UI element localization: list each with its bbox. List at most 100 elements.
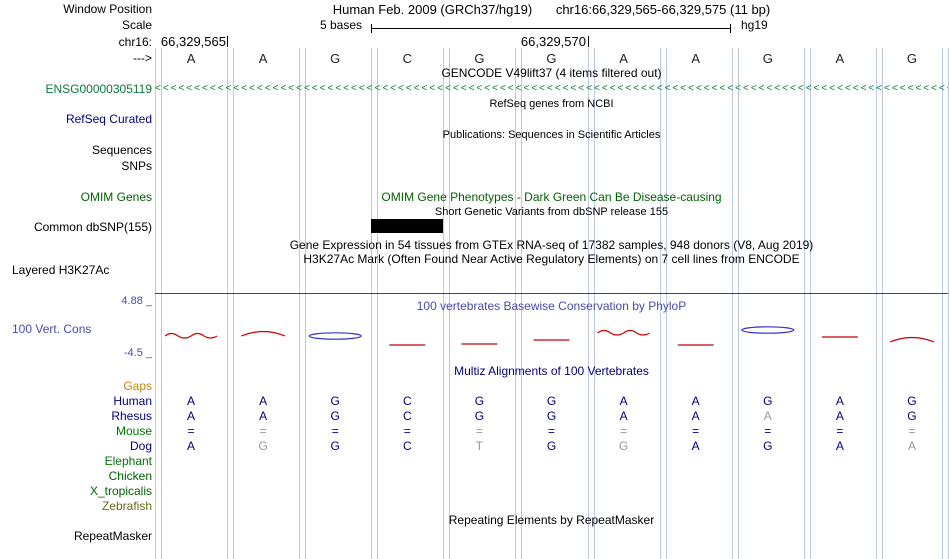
scale-bar — [371, 24, 731, 33]
snps-label[interactable]: SNPs — [121, 159, 152, 173]
alignment-base: = — [836, 424, 844, 438]
strand-arrow-label: ---> — [133, 51, 152, 65]
scale-bar-left-tick — [371, 24, 372, 33]
base-gridline — [942, 48, 943, 559]
base-gridline — [299, 48, 300, 559]
base-gridline — [515, 48, 516, 559]
alignment-base: = — [475, 424, 483, 438]
species-label-mouse[interactable]: Mouse — [115, 424, 152, 438]
alignment-base: G — [618, 439, 629, 453]
alignment-base: A — [187, 409, 196, 423]
vert-cons-label[interactable]: 100 Vert. Cons — [12, 322, 92, 336]
alignment-base: G — [763, 439, 773, 453]
base-gridline — [804, 48, 805, 559]
scale-bar-right-tick — [730, 24, 731, 33]
gene-strand-line[interactable]: <<<<<<<<<<<<<<<<<<<<<<<<<<<<<<<<<<<<<<<<… — [155, 83, 948, 94]
publications-track-title[interactable]: Publications: Sequences in Scientific Ar… — [442, 129, 661, 141]
alignment-base: A — [907, 439, 916, 453]
conservation-mark — [597, 329, 650, 336]
gtex-track-title[interactable]: Gene Expression in 54 tissues from GTEx … — [289, 238, 814, 252]
base-gridline — [876, 48, 877, 559]
alignment-base: = — [908, 424, 916, 438]
alignment-base: A — [187, 394, 196, 408]
ruler-base: A — [258, 51, 268, 66]
alignment-base: C — [402, 409, 412, 423]
omim-track-title[interactable]: OMIM Gene Phenotypes - Dark Green Can Be… — [381, 190, 722, 204]
dbsnp-variant[interactable] — [371, 219, 443, 233]
gencode-track-title[interactable]: GENCODE V49lift37 (4 items filtered out) — [441, 66, 662, 80]
alignment-base: G — [474, 409, 485, 423]
alignment-base: A — [619, 394, 628, 408]
ruler-base: G — [330, 51, 341, 66]
alignment-base: T — [475, 439, 484, 453]
alignment-base: G — [907, 394, 917, 408]
base-gridline — [443, 48, 444, 559]
coord-tick-left — [227, 36, 228, 47]
ruler-base: A — [186, 51, 196, 66]
alignment-base: A — [259, 409, 268, 423]
conservation-wiggle[interactable] — [155, 318, 948, 354]
species-label-dog[interactable]: Dog — [129, 439, 152, 453]
conservation-max-label: 4.88 _ — [121, 295, 152, 307]
species-label-elephant[interactable]: Elephant — [104, 454, 152, 468]
conservation-mark — [741, 326, 795, 334]
ruler-base: G — [546, 51, 557, 66]
alignment-base: A — [691, 439, 700, 453]
layered-h3k27ac-label[interactable]: Layered H3K27Ac — [12, 263, 110, 277]
alignment-base: G — [546, 439, 557, 453]
alignment-base: = — [692, 424, 700, 438]
alignment-base: G — [546, 409, 557, 423]
coord-label-left: 66,329,565 — [160, 34, 226, 49]
conservation-mark — [889, 336, 935, 343]
ruler-base: A — [835, 51, 845, 66]
phylop-track-title[interactable]: 100 vertebrates Basewise Conservation by… — [416, 299, 687, 313]
alignment-base: A — [763, 409, 772, 423]
sequences-label[interactable]: Sequences — [91, 143, 152, 157]
base-gridline — [305, 48, 306, 559]
repeatmasker-label[interactable]: RepeatMasker — [73, 529, 152, 543]
base-gridline — [594, 48, 595, 559]
base-gridline — [666, 48, 667, 559]
window-position-title: Human Feb. 2009 (GRCh37/hg19) chr16:66,3… — [155, 2, 948, 17]
species-label-x_tropicalis[interactable]: X_tropicalis — [89, 484, 152, 498]
alignment-base: A — [691, 409, 700, 423]
track-separator-line — [155, 293, 948, 294]
alignment-base: = — [620, 424, 628, 438]
h3k27ac-track-title[interactable]: H3K27Ac Mark (Often Found Near Active Re… — [303, 252, 800, 266]
base-gridline — [738, 48, 739, 559]
alignment-base: G — [330, 394, 340, 408]
species-label-zebrafish[interactable]: Zebrafish — [101, 499, 152, 513]
repeatmasker-track-title[interactable]: Repeating Elements by RepeatMasker — [448, 513, 655, 527]
alignment-base: A — [835, 439, 844, 453]
chrom-label: chr16: — [118, 35, 152, 49]
common-dbsnp-label[interactable]: Common dbSNP(155) — [33, 220, 152, 234]
alignment-base: G — [330, 439, 340, 453]
alignment-base: C — [402, 439, 412, 453]
conservation-min-label: -4.5 _ — [123, 347, 152, 359]
alignment-base: A — [835, 394, 844, 408]
base-gridline — [521, 48, 522, 559]
ruler-base: C — [402, 51, 412, 66]
base-gridline — [161, 48, 162, 559]
alignment-base: A — [187, 439, 196, 453]
refseq-curated-label[interactable]: RefSeq Curated — [65, 112, 152, 126]
gene-label[interactable]: ENSG00000305119 — [45, 82, 152, 96]
conservation-mark — [164, 332, 218, 339]
dbsnp-track-title[interactable]: Short Genetic Variants from dbSNP releas… — [434, 206, 669, 218]
alignment-base: = — [259, 424, 267, 438]
omim-genes-label[interactable]: OMIM Genes — [80, 190, 152, 204]
base-gridline — [588, 48, 589, 559]
genome-version: hg19 — [741, 18, 768, 32]
alignment-base: G — [763, 394, 773, 408]
species-label-human[interactable]: Human — [113, 394, 152, 408]
species-label-chicken[interactable]: Chicken — [108, 469, 152, 483]
multiz-track-title[interactable]: Multiz Alignments of 100 Vertebrates — [454, 364, 649, 378]
base-gridline — [377, 48, 378, 559]
alignment-base: A — [619, 409, 628, 423]
refseq-track-title[interactable]: RefSeq genes from NCBI — [489, 98, 614, 110]
species-label-rhesus[interactable]: Rhesus — [111, 409, 152, 423]
base-gridline — [810, 48, 811, 559]
species-label-gaps[interactable]: Gaps — [123, 379, 152, 393]
coord-tick-mid — [588, 36, 589, 47]
